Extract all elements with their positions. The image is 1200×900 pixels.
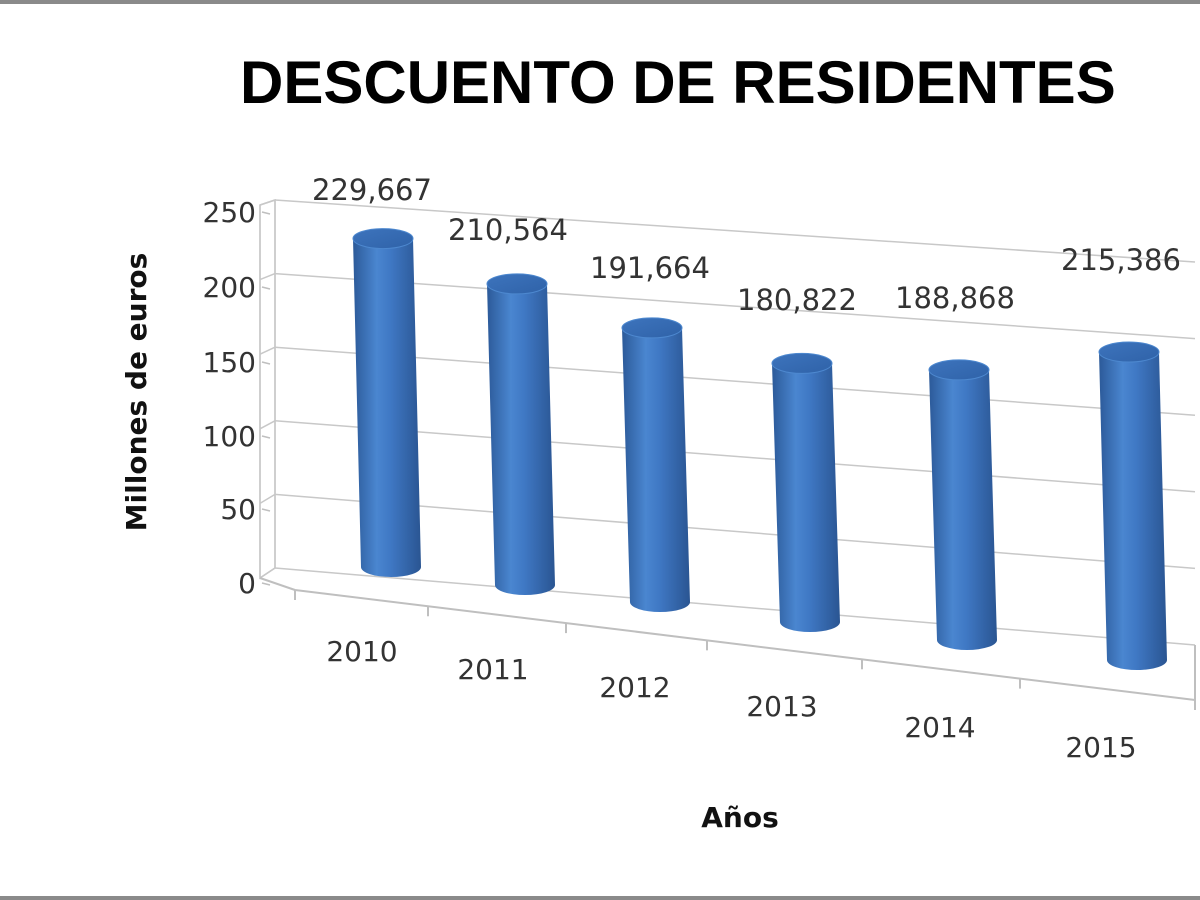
bar-top — [1098, 341, 1160, 363]
bar-top — [928, 359, 990, 381]
gridline — [274, 420, 1196, 493]
bar-2011 — [486, 273, 555, 595]
x-tick-label: 2013 — [746, 690, 817, 723]
y-tick-label: 0 — [238, 567, 256, 600]
data-label: 180,822 — [737, 283, 857, 317]
floor-edge — [294, 589, 1196, 701]
y-tick-mark — [261, 435, 271, 439]
y-tick-mark — [261, 508, 271, 512]
y-tick-mark — [261, 582, 271, 586]
x-tick-label: 2015 — [1065, 731, 1136, 764]
bar-body — [929, 369, 997, 650]
x-axis-title: Años — [701, 801, 779, 834]
gridline — [274, 199, 1196, 263]
bar-body — [772, 363, 840, 632]
gridline-side — [259, 272, 276, 281]
bar-top — [486, 273, 548, 295]
data-label: 229,667 — [312, 173, 432, 207]
bar-body — [622, 327, 690, 612]
bar-top — [771, 352, 833, 374]
side-wall — [259, 198, 276, 580]
gridline-side — [259, 567, 276, 579]
y-tick-label: 250 — [203, 196, 256, 229]
y-tick-mark — [261, 211, 271, 215]
data-label: 210,564 — [448, 213, 568, 247]
gridline — [274, 567, 1196, 646]
bar-2015 — [1098, 341, 1167, 670]
bar-body — [1099, 351, 1167, 670]
x-tick-label: 2011 — [457, 653, 528, 686]
bar-2010 — [352, 228, 421, 578]
bar-top — [621, 317, 683, 339]
bar-body — [353, 238, 421, 578]
bar-2012 — [621, 317, 690, 612]
x-axis: 2010 2011 2012 2013 2014 2015 — [326, 635, 1136, 764]
bars — [352, 228, 1167, 670]
bar-top — [352, 228, 414, 250]
y-tick-label: 200 — [203, 271, 256, 304]
data-label: 188,868 — [895, 281, 1015, 315]
gridline-side — [259, 420, 276, 430]
y-tick-label: 50 — [220, 493, 256, 526]
y-tick-mark — [261, 361, 271, 365]
x-tick-label: 2014 — [904, 711, 975, 744]
y-tick-label: 100 — [203, 420, 256, 453]
bar-2013 — [771, 352, 840, 632]
data-label: 191,664 — [590, 251, 710, 285]
y-tick-mark — [261, 286, 271, 290]
data-label: 215,386 — [1061, 243, 1181, 277]
gridline — [274, 346, 1196, 416]
gridline-side — [259, 199, 276, 206]
gridline — [274, 272, 1196, 340]
x-tick-label: 2012 — [599, 671, 670, 704]
gridline — [274, 493, 1196, 570]
y-axis-title: Millones de euros — [120, 253, 153, 532]
gridline-side — [259, 346, 276, 355]
y-tick-label: 150 — [203, 346, 256, 379]
x-tick-label: 2010 — [326, 635, 397, 668]
floor-edge-left — [259, 577, 296, 591]
bar-body — [487, 283, 555, 595]
chart-title: DESCUENTO DE RESIDENTES — [240, 49, 1116, 116]
bar-2014 — [928, 359, 997, 650]
y-axis: 0 50 100 150 200 250 — [203, 196, 271, 600]
data-labels: 229,667 210,564 191,664 180,822 188,868 215,3… — [312, 173, 1181, 317]
gridline-side — [259, 493, 276, 505]
plot-area — [259, 198, 1196, 710]
